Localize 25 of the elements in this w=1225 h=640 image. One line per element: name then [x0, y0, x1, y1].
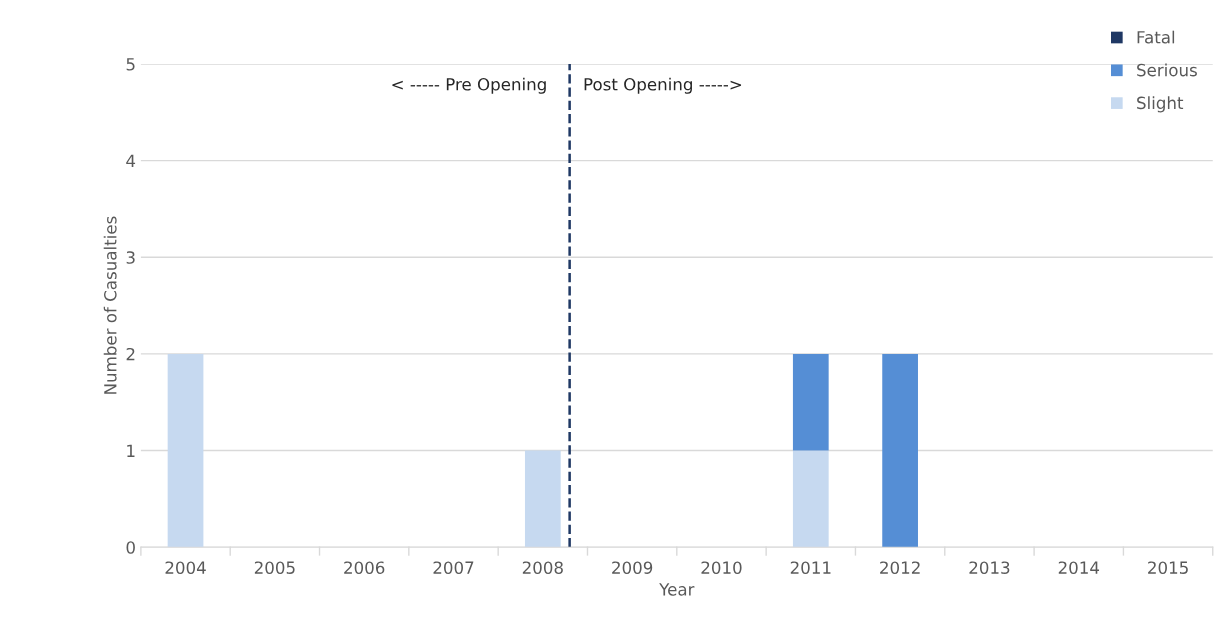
y-tick-label: 2	[126, 347, 135, 361]
y-axis-title: Number of Casualties	[103, 216, 117, 394]
x-tick-label: 2004	[165, 561, 206, 574]
x-tick-label: 2011	[790, 561, 831, 574]
y-tick-label: 5	[126, 58, 135, 71]
x-tick-label: 2015	[1148, 561, 1188, 574]
legend-label: Slight	[1137, 96, 1184, 113]
y-tick-label: 1	[127, 444, 135, 457]
x-tick-label: 2013	[969, 561, 1010, 574]
x-tick-label: 2005	[254, 561, 295, 574]
y-tick-label: 4	[126, 154, 136, 167]
x-tick-label: 2010	[701, 561, 742, 574]
x-axis-title: Year	[659, 583, 695, 596]
x-tick-label: 2007	[433, 561, 474, 574]
legend-label: Serious	[1137, 63, 1197, 77]
annotation: < ----- Pre Opening	[392, 77, 546, 94]
x-tick-label: 2009	[612, 561, 653, 574]
x-tick-label: 2014	[1058, 561, 1100, 574]
x-tick-label: 2012	[880, 561, 920, 574]
y-tick-label: 0	[126, 541, 135, 554]
annotation: Post Opening ----->	[584, 77, 742, 94]
y-tick-label: 3	[126, 251, 135, 264]
x-tick-label: 2006	[344, 561, 385, 574]
x-tick-label: 2008	[522, 561, 563, 574]
legend-label: Fatal	[1137, 30, 1175, 44]
